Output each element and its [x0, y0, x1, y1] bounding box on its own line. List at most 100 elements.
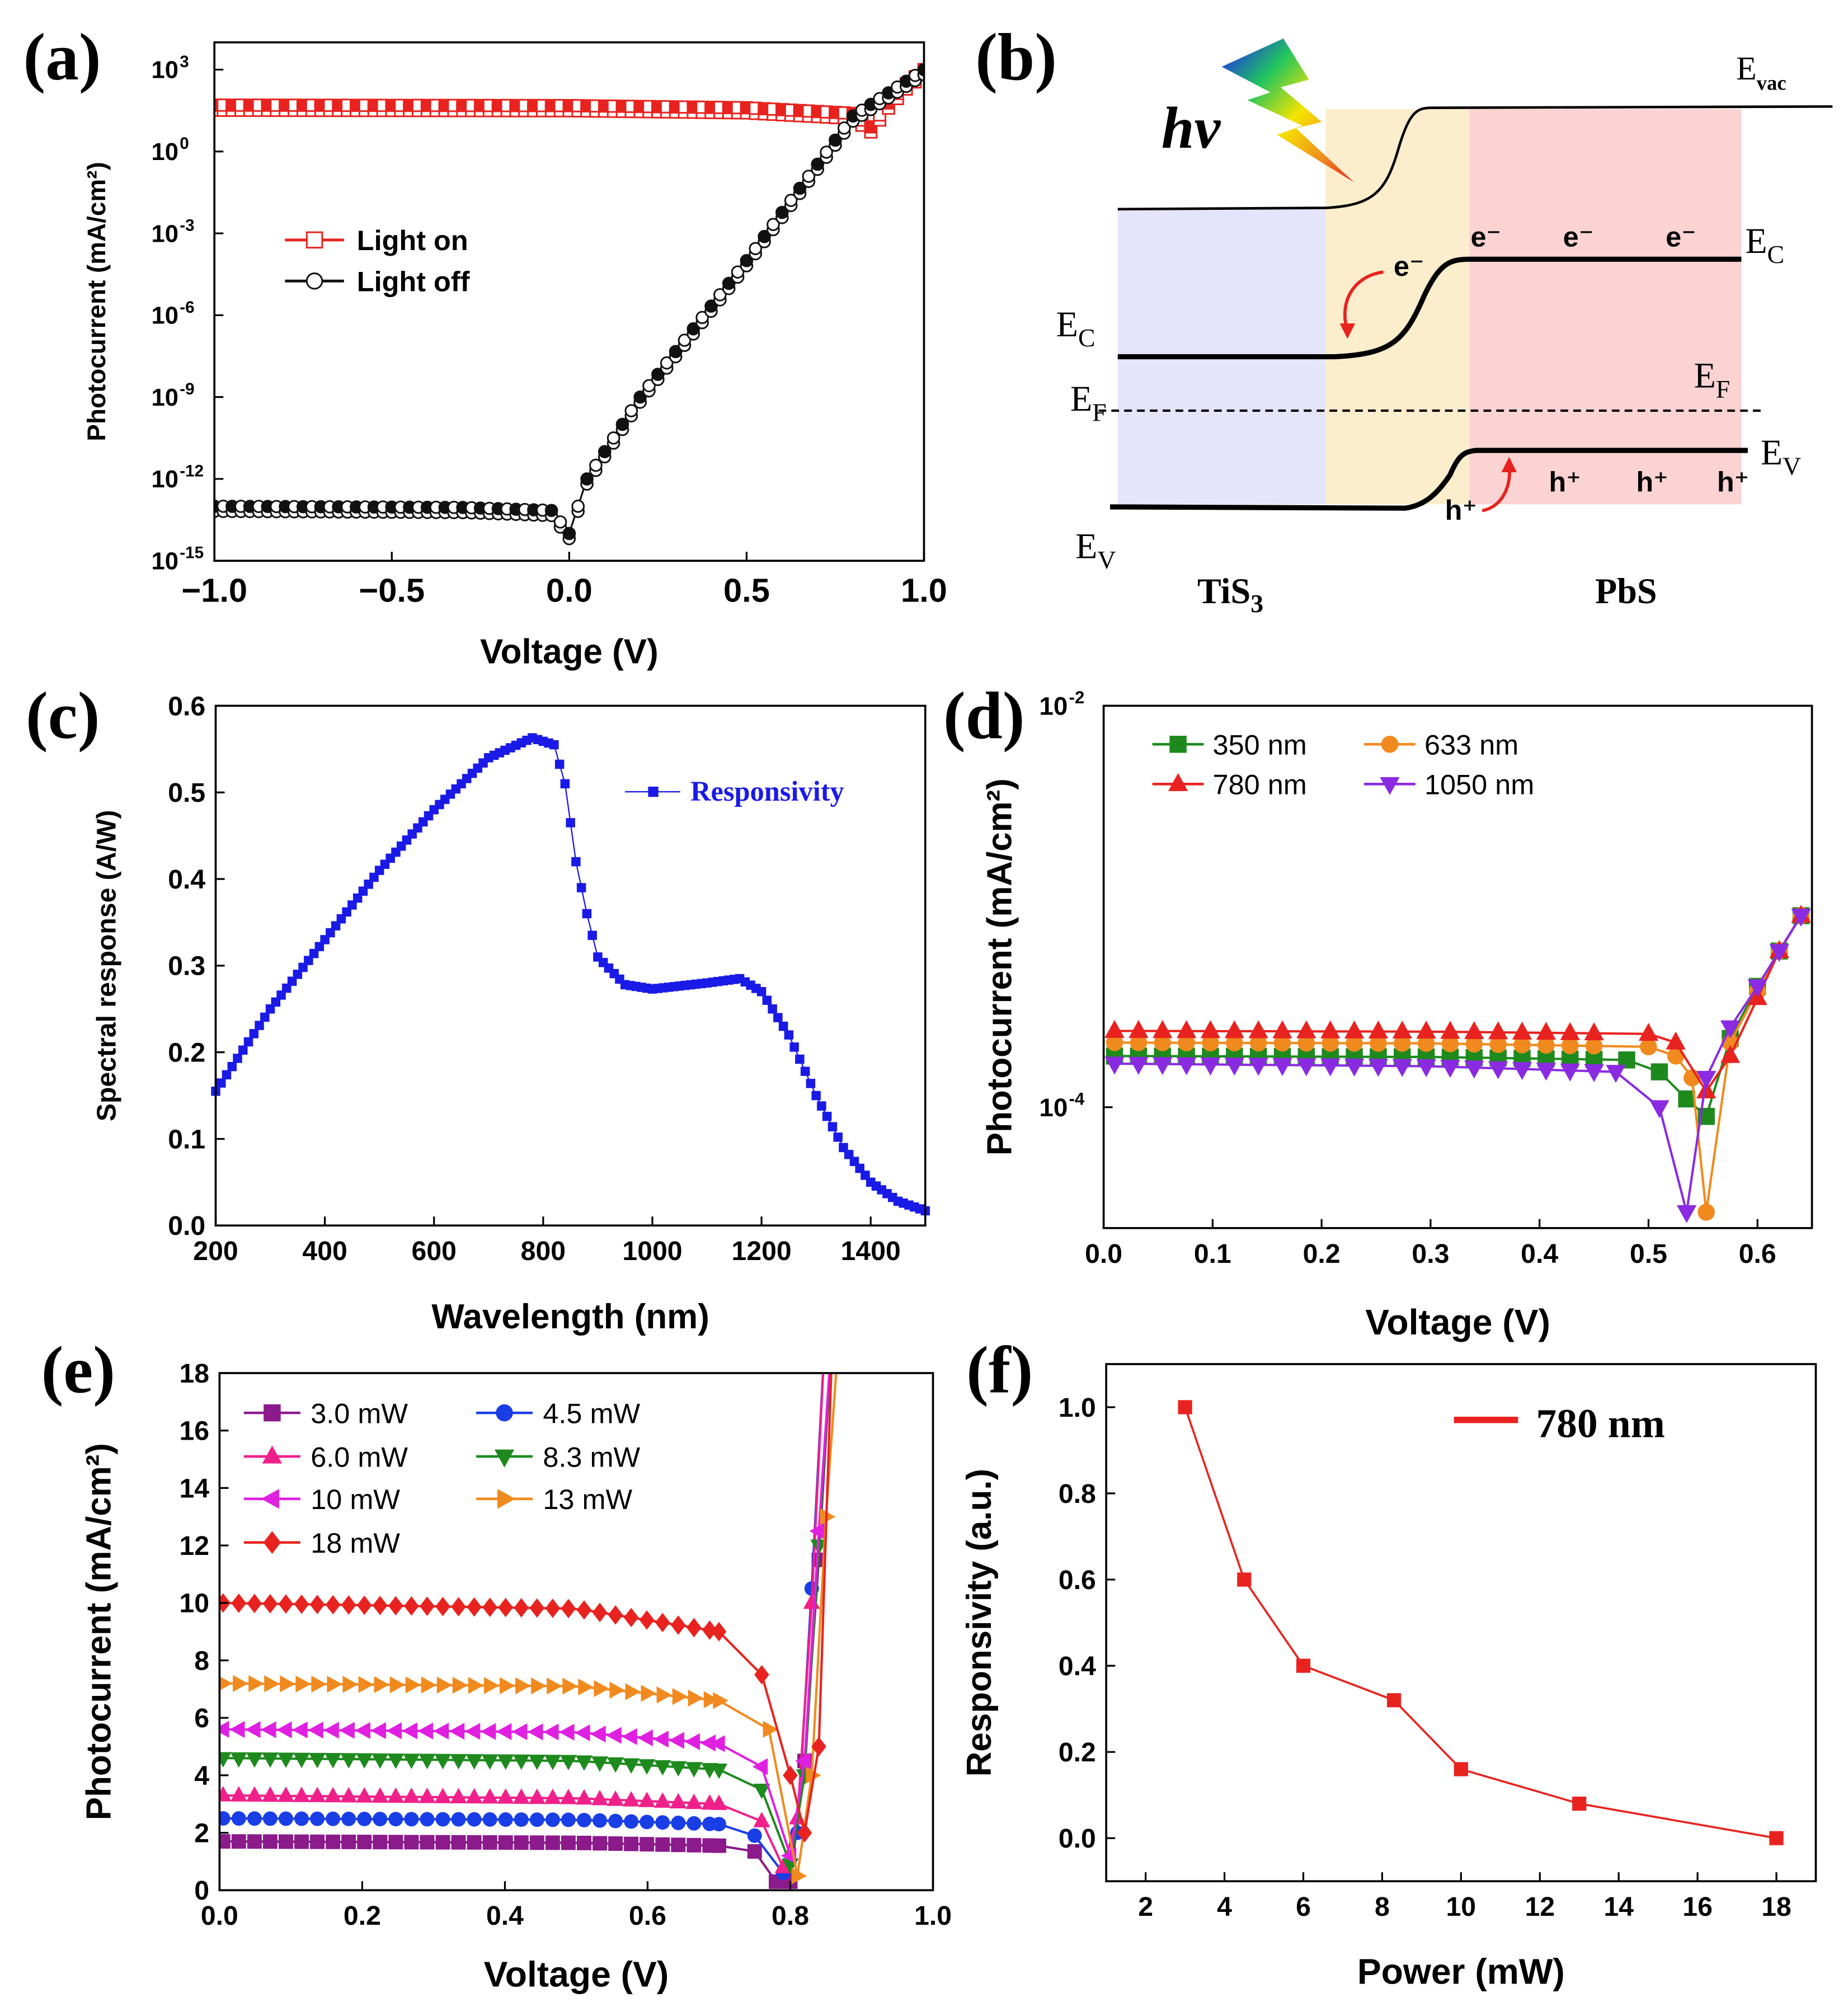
data-point	[638, 1759, 656, 1775]
panel-d-plot	[1104, 904, 1811, 1224]
electron-arrowhead-icon	[1339, 323, 1356, 339]
data-point	[686, 1816, 702, 1831]
data-point	[340, 1787, 358, 1803]
data-point	[544, 1788, 562, 1804]
data-point	[791, 1867, 807, 1884]
ev-left-label: EV	[1075, 527, 1116, 574]
y-tick-label: 0.3	[168, 951, 205, 981]
data-point	[449, 1723, 465, 1740]
data-point	[639, 1815, 655, 1830]
evac-label: Evac	[1736, 50, 1786, 94]
data-point	[1153, 1057, 1173, 1075]
x-tick-label: 1400	[841, 1236, 901, 1266]
hole-label: h⁺	[1549, 466, 1581, 497]
data-point	[802, 170, 816, 183]
data-point	[528, 1754, 546, 1770]
data-point	[671, 1816, 686, 1830]
data-point	[246, 1752, 263, 1768]
data-point	[233, 1675, 248, 1692]
data-point	[1606, 1065, 1626, 1083]
data-point	[806, 1079, 816, 1088]
legend-label: Light off	[357, 266, 470, 298]
data-point	[1676, 1205, 1697, 1224]
x-axis-label: Power (mW)	[1357, 1952, 1565, 1992]
conduction-band-line	[1117, 256, 1742, 360]
data-point	[324, 1753, 342, 1769]
data-point	[1272, 1057, 1292, 1077]
data-point	[451, 1597, 466, 1617]
data-point	[247, 1834, 262, 1849]
legend-label: 633 nm	[1424, 729, 1518, 761]
data-point	[388, 1812, 403, 1827]
data-point	[545, 1599, 561, 1618]
data-point	[578, 1678, 594, 1696]
data-point	[325, 1595, 341, 1615]
data-point	[606, 1757, 624, 1773]
x-tick-label: 18	[1761, 1892, 1791, 1922]
data-point	[549, 740, 559, 750]
data-point	[653, 1731, 669, 1748]
data-point	[783, 1765, 798, 1785]
y-tick-label: 10	[152, 139, 178, 166]
data-point	[639, 1610, 655, 1630]
data-point	[420, 1835, 435, 1850]
data-point	[752, 1758, 768, 1775]
data-point	[671, 1837, 686, 1853]
data-point	[481, 1788, 499, 1804]
y-tick-label: 0.2	[168, 1038, 205, 1068]
panel-label-a: (a)	[23, 20, 101, 94]
ef-right-label: EF	[1694, 356, 1731, 403]
data-point	[404, 1596, 419, 1616]
data-point	[642, 379, 656, 393]
y-tick-exponent: -6	[180, 298, 194, 317]
electron-arrow-icon	[1343, 270, 1384, 332]
electron-label: e⁻	[1666, 220, 1696, 252]
data-point	[587, 930, 597, 940]
data-point	[465, 1788, 483, 1804]
data-point	[740, 254, 754, 267]
data-point	[1720, 1045, 1741, 1063]
data-point	[482, 1812, 497, 1827]
data-point	[811, 157, 825, 171]
data-point	[450, 1788, 467, 1803]
data-point	[625, 1683, 641, 1700]
data-point	[709, 1735, 725, 1752]
data-point	[219, 1676, 233, 1691]
data-point	[731, 265, 745, 279]
data-point	[1128, 1056, 1149, 1075]
data-point	[233, 1054, 242, 1063]
data-point	[1416, 1021, 1436, 1039]
data-point	[817, 1101, 826, 1111]
y-axis-label: Photocurrent (mA/cm²)	[980, 778, 1019, 1155]
data-point	[262, 1834, 278, 1849]
data-point	[1272, 1020, 1292, 1038]
series-line-780-nm	[1115, 915, 1802, 1094]
x-tick-label: 600	[412, 1236, 457, 1266]
data-point	[655, 1815, 670, 1830]
data-point	[710, 1763, 728, 1779]
data-point	[1320, 1020, 1341, 1038]
data-point	[326, 1834, 341, 1849]
data-point	[373, 1835, 388, 1850]
data-point	[758, 229, 771, 243]
data-point	[594, 1680, 609, 1698]
data-point	[795, 1752, 811, 1770]
data-point	[219, 1811, 231, 1826]
data-point	[767, 218, 780, 232]
data-point	[324, 1787, 342, 1803]
legend-marker	[263, 1531, 281, 1554]
x-tick-label: 10	[1446, 1892, 1476, 1922]
legend-label: 350 nm	[1213, 729, 1307, 761]
x-tick-label: 0.4	[1521, 1239, 1558, 1269]
data-point	[341, 1834, 356, 1849]
valence-band-line	[1110, 448, 1748, 511]
data-point	[467, 1812, 482, 1827]
data-point	[216, 1078, 226, 1088]
data-point	[637, 1729, 653, 1747]
data-point	[622, 1728, 637, 1745]
data-point	[480, 1723, 496, 1740]
data-point	[833, 1132, 843, 1142]
y-axis-label: Photocurrent (mA/cm²)	[82, 162, 111, 441]
panel-b-band-diagram: hv Evac EC EC EF EF EV EV TiS3 PbS e⁻ e⁻…	[1056, 38, 1833, 618]
x-axis-label: Wavelength (nm)	[431, 1298, 709, 1336]
